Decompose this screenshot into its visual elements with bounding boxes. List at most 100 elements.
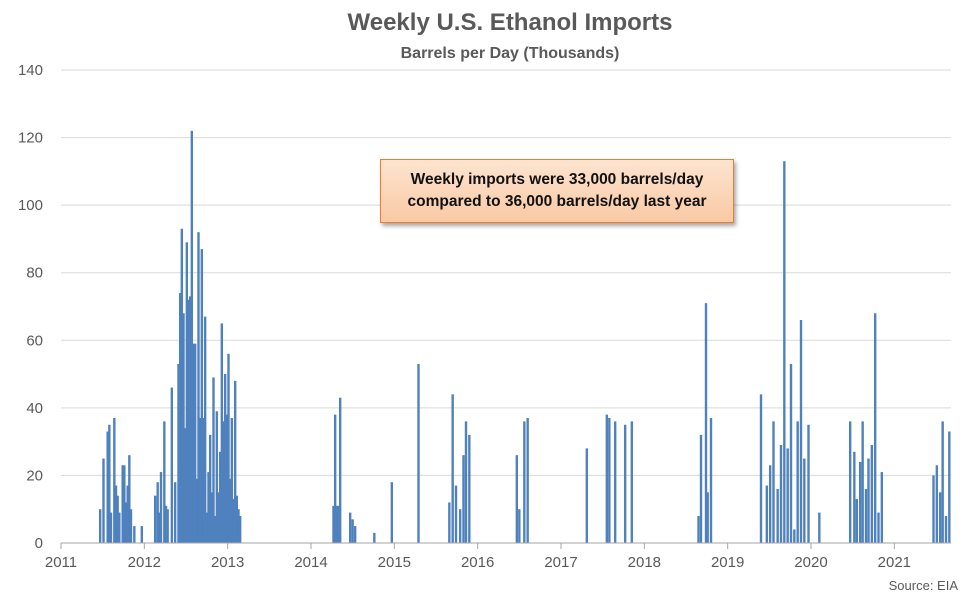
- bar: [114, 485, 118, 543]
- bar: [233, 380, 237, 543]
- bar: [238, 515, 242, 543]
- y-tick-label: 80: [26, 265, 43, 282]
- bar: [106, 431, 109, 543]
- bar: [102, 458, 105, 543]
- bar: [230, 417, 234, 543]
- bar: [858, 461, 862, 543]
- bar: [605, 414, 609, 543]
- x-tick-label: 2017: [544, 554, 577, 571]
- bar: [190, 130, 194, 544]
- bar: [212, 377, 215, 543]
- bar: [373, 532, 376, 543]
- bar: [121, 465, 124, 543]
- bar: [772, 421, 775, 543]
- bar: [220, 323, 224, 543]
- bar: [180, 228, 184, 544]
- bar: [417, 363, 420, 543]
- bar: [237, 509, 240, 543]
- bar: [880, 472, 884, 543]
- bar: [98, 509, 102, 543]
- bar: [706, 492, 709, 543]
- bar: [205, 512, 209, 543]
- bar: [163, 421, 166, 543]
- bar: [198, 417, 202, 543]
- bar: [210, 492, 214, 543]
- bar: [185, 242, 189, 544]
- bar: [173, 482, 177, 543]
- bar: [786, 448, 789, 543]
- bar: [182, 313, 185, 543]
- bar: [227, 353, 230, 543]
- bar: [451, 394, 454, 543]
- bar: [153, 495, 157, 543]
- annotation-callout: Weekly imports were 33,000 barrels/day c…: [380, 159, 734, 223]
- x-tick-label: 2014: [294, 554, 327, 571]
- bar: [932, 475, 935, 543]
- bar: [124, 502, 128, 543]
- bar: [128, 455, 131, 543]
- x-tick-label: 2019: [711, 554, 744, 571]
- bar: [223, 374, 227, 543]
- x-tick-label: 2012: [128, 554, 161, 571]
- y-tick-label: 140: [18, 62, 43, 79]
- bar: [166, 509, 169, 543]
- bar: [351, 519, 354, 543]
- bar: [468, 434, 471, 543]
- bar: [613, 421, 617, 543]
- bar: [118, 512, 121, 543]
- bar: [203, 316, 207, 543]
- bar: [200, 249, 204, 544]
- bar: [870, 445, 874, 543]
- bar: [208, 434, 212, 543]
- bar: [232, 499, 235, 543]
- bar: [464, 421, 468, 543]
- bar: [697, 515, 700, 543]
- y-tick-label: 60: [26, 332, 43, 349]
- bar: [129, 509, 133, 543]
- bar: [133, 526, 136, 543]
- bar: [867, 458, 870, 543]
- bar: [585, 448, 589, 543]
- bar: [213, 515, 217, 543]
- bar: [197, 232, 200, 543]
- bar: [140, 526, 144, 543]
- bar: [783, 161, 786, 543]
- bar: [709, 417, 713, 543]
- bar: [178, 292, 182, 543]
- bar: [518, 509, 521, 543]
- bar: [526, 417, 529, 543]
- x-tick-label: 2021: [878, 554, 911, 571]
- source-note: Source: EIA: [889, 578, 959, 593]
- bar: [818, 512, 821, 543]
- bar: [799, 320, 803, 543]
- x-tick-label: 2020: [794, 554, 827, 571]
- x-tick-label: 2013: [211, 554, 244, 571]
- bar: [861, 421, 864, 543]
- bar: [454, 485, 458, 543]
- bar: [935, 465, 939, 543]
- y-tick-label: 20: [26, 467, 43, 484]
- x-tick-label: 2016: [461, 554, 494, 571]
- bar: [623, 424, 627, 543]
- bar: [941, 421, 944, 543]
- bar: [126, 485, 129, 543]
- bar: [193, 343, 197, 543]
- bar: [123, 465, 126, 543]
- bar: [187, 299, 190, 543]
- bar: [353, 526, 357, 543]
- bar: [699, 434, 703, 543]
- bar: [192, 343, 195, 543]
- bar: [608, 417, 611, 543]
- bar: [188, 296, 192, 543]
- bar: [222, 421, 225, 543]
- y-tick-label: 0: [35, 535, 43, 552]
- bar: [448, 502, 451, 543]
- bar: [218, 451, 222, 543]
- annotation-line-2: compared to 36,000 barrels/day last year: [407, 193, 707, 210]
- bar: [807, 424, 810, 543]
- bar: [337, 505, 340, 543]
- bar: [848, 421, 852, 543]
- bar: [183, 428, 187, 543]
- bar: [462, 455, 465, 543]
